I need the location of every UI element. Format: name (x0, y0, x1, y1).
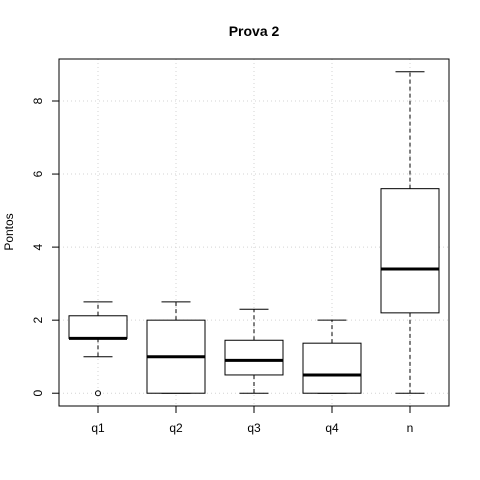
x-tick-label: q4 (325, 421, 339, 435)
x-tick-label: q3 (247, 421, 261, 435)
box-rect (380, 188, 440, 314)
box-q1 (68, 301, 128, 397)
y-tick-label: 8 (31, 97, 45, 104)
box-q3 (224, 308, 284, 394)
box-rect (68, 315, 128, 339)
chart-title: Prova 2 (229, 23, 280, 39)
y-tick-label: 6 (31, 170, 45, 177)
box-q4 (302, 319, 362, 394)
boxes-group (68, 71, 440, 397)
box-rect (302, 342, 362, 394)
y-axis-label: Pontos (2, 213, 16, 250)
y-axis: 0 2 4 6 8 (31, 97, 60, 397)
x-axis: q1 q2 q3 q4 n (91, 406, 413, 435)
outlier-point (95, 390, 101, 397)
x-tick-label: n (407, 421, 414, 435)
box-n (380, 71, 440, 394)
x-tick-label: q2 (169, 421, 183, 435)
box-rect (224, 339, 284, 376)
y-tick-label: 2 (31, 317, 45, 324)
y-tick-label: 4 (31, 243, 45, 250)
x-tick-label: q1 (91, 421, 105, 435)
box-q2 (146, 301, 206, 394)
y-tick-label: 0 (31, 390, 45, 397)
